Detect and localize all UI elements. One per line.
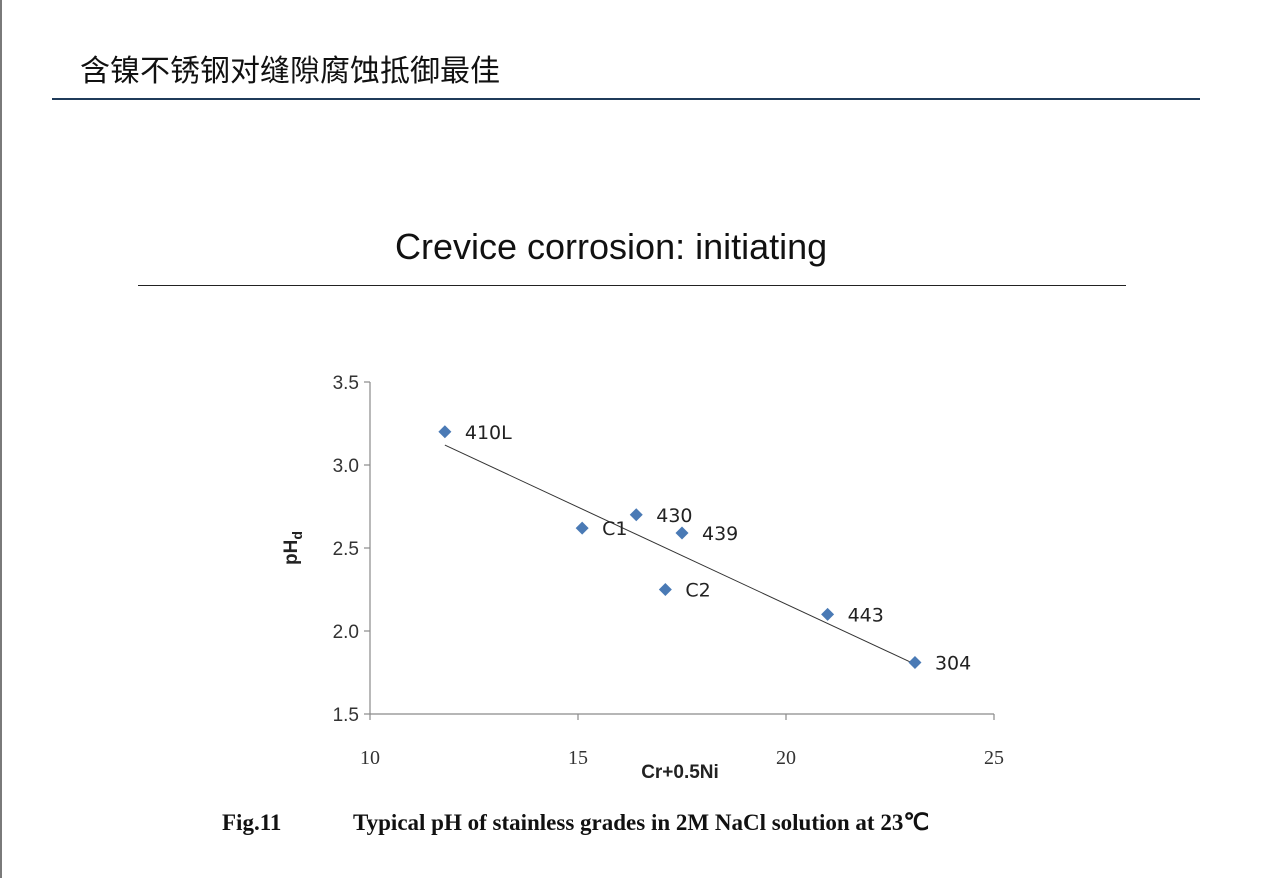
slide-left-border [0,0,2,878]
y-tick-label: 3.0 [333,456,359,477]
data-label-430: 430 [656,505,692,527]
data-point-430 [629,508,643,522]
x-tick-label: 10 [360,747,380,769]
x-tick-label: 25 [984,747,1004,769]
data-label-439: 439 [702,523,738,545]
title-divider [52,98,1200,100]
data-point-304 [908,656,922,670]
figure-number: Fig.11 [222,810,282,835]
x-tick-label: 15 [568,747,588,769]
chart-title: Crevice corrosion: initiating [395,226,828,267]
data-label-443: 443 [848,604,884,626]
figure-caption-text: Typical pH of stainless grades in 2M NaC… [353,810,930,835]
data-point-c1 [575,521,589,535]
y-axis-title: pHd [281,531,305,565]
y-tick-label: 1.5 [333,705,359,726]
chart-title-divider [138,285,1126,286]
trendline-layer [444,444,916,665]
data-label-c2: C2 [685,580,710,602]
y-tick-label: 3.5 [333,373,359,394]
data-point-410l [438,425,452,439]
data-label-c1: C1 [602,518,627,540]
data-point-c2 [658,583,672,596]
x-tick-label: 20 [776,747,796,769]
y-tick-label: 2.5 [333,539,359,560]
x-axis-title: Cr+0.5Ni [641,762,719,783]
slide-title: 含镍不锈钢对缝隙腐蚀抵御最佳 [80,54,500,89]
trendline [444,444,916,665]
data-point-443 [821,607,835,621]
y-axis-title-sub: d [289,531,305,540]
data-label-410l: 410L [465,422,512,444]
figure-caption: Fig.11 Typical pH of stainless grades in… [0,810,1280,840]
y-tick-label: 2.0 [333,622,359,643]
data-point-439 [675,526,689,540]
data-points-layer: 410L C1 430 439 C2 443 304 [438,422,971,675]
data-label-304: 304 [935,653,971,675]
y-axis-title-main: pH [281,540,302,565]
chart-axes: 1.5 2.0 2.5 3.0 3.5 10 15 20 25 [333,373,1004,769]
